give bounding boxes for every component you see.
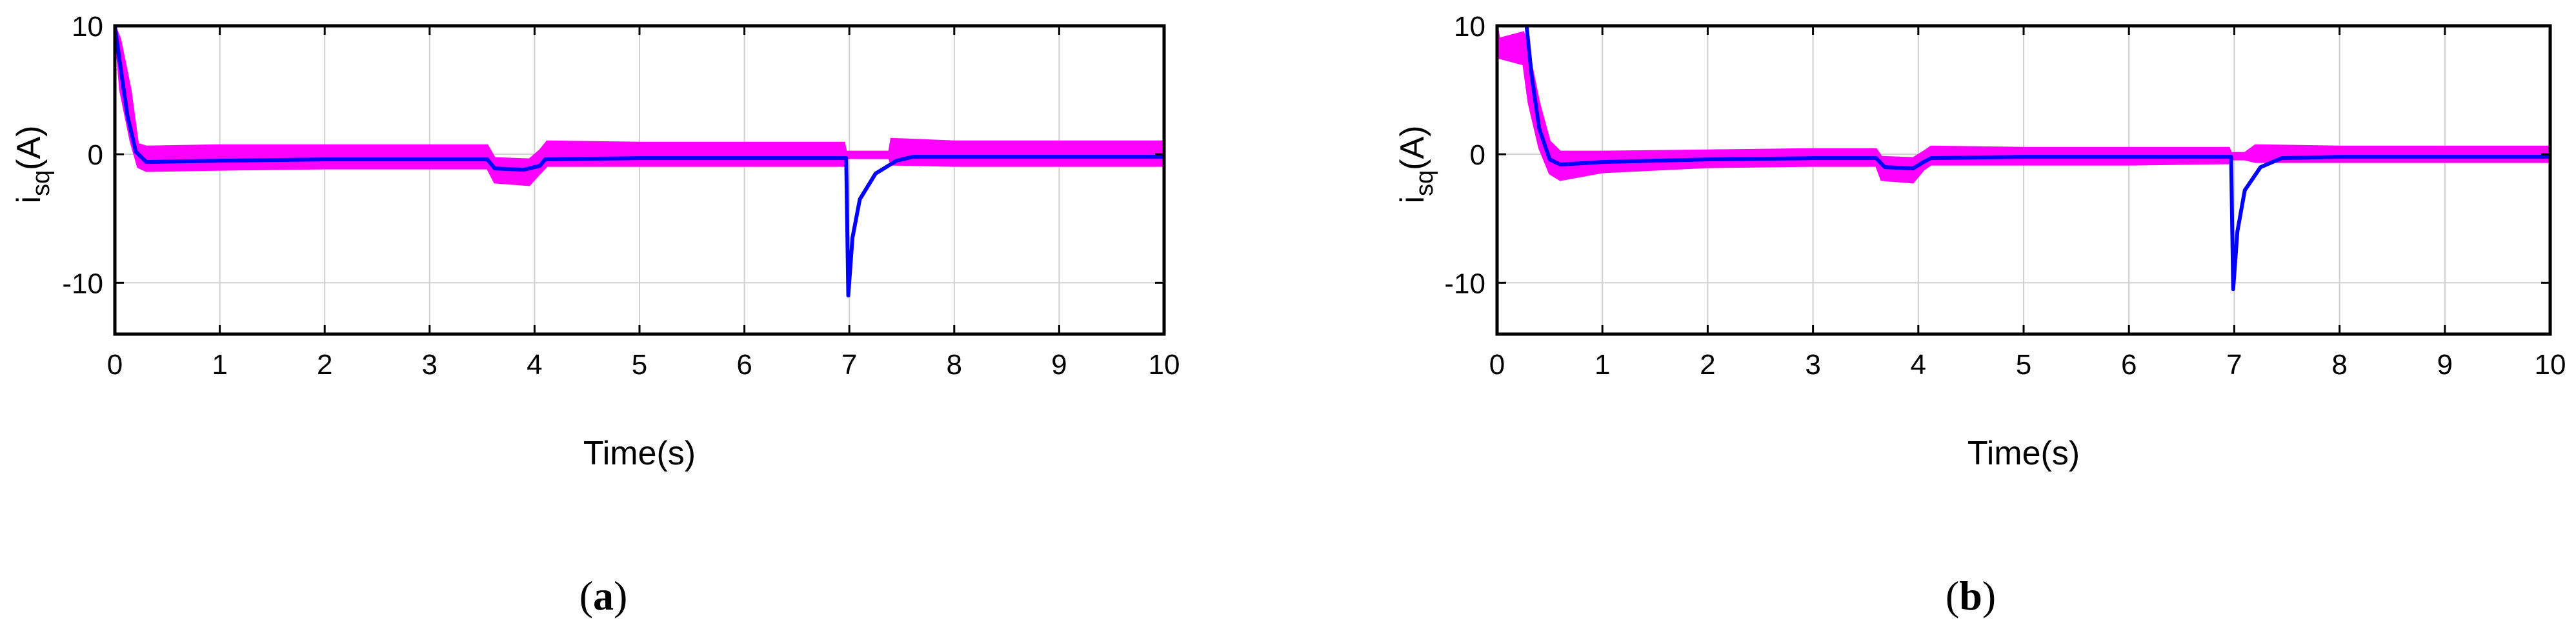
caption-a-close: ) (614, 573, 627, 619)
chart-a-ylabel-main: i (10, 196, 48, 204)
chart-b-xtick-label-8: 8 (2331, 349, 2347, 381)
chart-b-reference-series (1524, 26, 2550, 292)
chart-b-xtick-label-5: 5 (2016, 349, 2031, 381)
chart-b-xtick-label-4: 4 (1911, 349, 1926, 381)
chart-a-measured-series (115, 26, 1164, 186)
chart-b-ytick-label-2: -10 (1444, 268, 1485, 299)
chart-a-xtick-label-3: 3 (422, 349, 438, 381)
chart-b-xtick-label-1: 1 (1595, 349, 1610, 381)
caption-b-close: ) (1982, 573, 1996, 619)
chart-a-ylabel-unit: (A) (10, 125, 48, 170)
chart-a-xtick-label-0: 0 (107, 349, 123, 381)
chart-a-ylabel: isq(A) (10, 125, 55, 203)
chart-b-ylabel-main: i (1394, 196, 1431, 204)
chart-a-xtick-label-7: 7 (841, 349, 857, 381)
chart-a-ytick-label-0: 10 (72, 11, 103, 43)
chart-b-ylabel: isq(A) (1394, 125, 1438, 203)
chart-a-xtick-label-2: 2 (317, 349, 332, 381)
caption-b-label: b (1959, 573, 1982, 619)
caption-a: (a) (579, 573, 628, 619)
chart-panel-b: 0 1 2 3 4 5 6 7 8 9 10 10 0 -10 Time(s) isq(A) (b) (1394, 11, 2566, 619)
chart-a-xtick-label-1: 1 (212, 349, 227, 381)
caption-a-label: a (593, 573, 614, 619)
chart-b-ytick-label-1: 0 (1470, 139, 1485, 171)
chart-b-xtick-label-0: 0 (1489, 349, 1505, 381)
chart-a-xlabel: Time(s) (583, 435, 696, 472)
chart-a-ytick-label-1: 0 (88, 139, 103, 171)
chart-b-xtick-label-9: 9 (2437, 349, 2453, 381)
chart-a-xtick-label-10: 10 (1149, 349, 1180, 381)
chart-b-xlabel: Time(s) (1967, 435, 2080, 472)
chart-b-xtick-label-6: 6 (2121, 349, 2137, 381)
chart-a-xtick-label-4: 4 (527, 349, 542, 381)
chart-b-ylabel-unit: (A) (1394, 125, 1431, 170)
chart-b-measured-series (1497, 26, 2550, 184)
chart-b-ytick-label-0: 10 (1454, 11, 1485, 43)
chart-a-xtick-label-6: 6 (736, 349, 752, 381)
chart-b-xtick-label-7: 7 (2226, 349, 2242, 381)
chart-a-xtick-label-9: 9 (1051, 349, 1067, 381)
chart-a-xtick-label-5: 5 (632, 349, 647, 381)
chart-b-plot-layer: 0 1 2 3 4 5 6 7 8 9 10 10 0 -10 (1444, 11, 2566, 381)
caption-b-open: ( (1946, 573, 1959, 619)
caption-a-open: ( (579, 573, 593, 619)
caption-b: (b) (1946, 573, 1996, 619)
chart-b-xtick-label-2: 2 (1700, 349, 1715, 381)
chart-b-ylabel-sub: sq (1411, 170, 1438, 196)
chart-a-xtick-label-8: 8 (947, 349, 962, 381)
chart-b-xtick-label-3: 3 (1805, 349, 1820, 381)
chart-a-ytick-label-2: -10 (62, 268, 103, 299)
chart-a-plot-layer: 0 1 2 3 4 5 6 7 8 9 10 10 0 -10 (62, 11, 1180, 381)
chart-a-ylabel-sub: sq (28, 170, 55, 196)
chart-b-xtick-label-10: 10 (2535, 349, 2566, 381)
chart-a-reference-series (115, 26, 1164, 298)
chart-panel-a: 0 1 2 3 4 5 6 7 8 9 10 10 0 -10 Time(s) isq(A) (a) (10, 11, 1180, 619)
